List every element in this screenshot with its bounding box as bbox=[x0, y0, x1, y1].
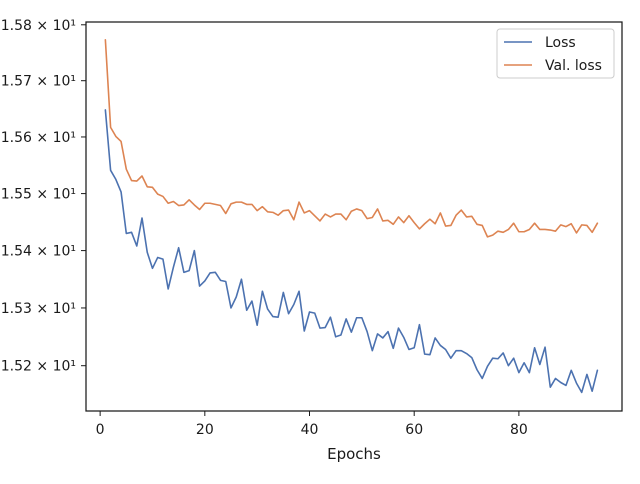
y-tick-label: 1.56 × 10¹ bbox=[1, 130, 76, 146]
y-tick-label: 1.55 × 10¹ bbox=[1, 187, 76, 203]
y-tick-label: 1.52 × 10¹ bbox=[1, 359, 76, 375]
plot-background bbox=[86, 22, 622, 411]
x-tick-label: 80 bbox=[510, 422, 528, 438]
legend-label-val-loss: Val. loss bbox=[545, 58, 602, 74]
series-line-val-loss bbox=[104, 39, 599, 238]
x-axis-title: Epochs bbox=[327, 445, 381, 463]
series-layer bbox=[104, 39, 599, 394]
ticks-layer: 0 20 40 60 80 1.52 × 10¹ 1.53 × 10¹ 1.54 × 10¹ 1… bbox=[1, 18, 528, 438]
y-tick-label: 1.58 × 10¹ bbox=[1, 18, 76, 34]
x-tick-label: 20 bbox=[196, 422, 214, 438]
legend-items: Loss Val. loss bbox=[504, 35, 602, 74]
y-tick-label: 1.54 × 10¹ bbox=[1, 244, 76, 260]
legend: Loss Val. loss bbox=[496, 28, 615, 79]
x-tick-label: 60 bbox=[405, 422, 423, 438]
series-line-loss bbox=[104, 109, 599, 394]
x-tick-label: 40 bbox=[301, 422, 319, 438]
y-tick-label: 1.57 × 10¹ bbox=[1, 74, 76, 90]
x-tick-label: 0 bbox=[96, 422, 105, 438]
plot-frame bbox=[85, 21, 623, 412]
legend-label-loss: Loss bbox=[545, 35, 576, 51]
y-tick-label: 1.53 × 10¹ bbox=[1, 301, 76, 317]
